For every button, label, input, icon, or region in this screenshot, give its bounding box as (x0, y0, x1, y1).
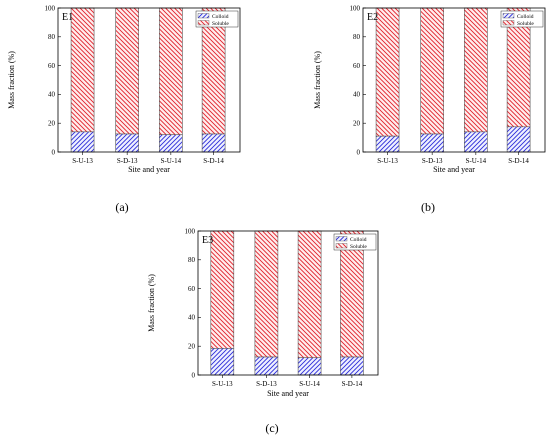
x-tick-label: S-U-13 (212, 380, 233, 388)
y-tick-label: 0 (192, 371, 196, 379)
legend-swatch-soluble (502, 20, 515, 26)
y-tick-label: 100 (185, 227, 196, 235)
panel-label: E3 (202, 235, 213, 246)
chart-panel-e1: S-U-13 S-D-13 S-U-14 S-D-14 0 20 40 60 80 100 Site… (7, 4, 241, 214)
x-tick-label: S-D-14 (508, 157, 529, 165)
y-tick-label: 0 (52, 148, 56, 156)
x-tick-label: S-D-14 (342, 380, 363, 388)
x-axis-title: Site and year (267, 389, 309, 398)
bar-soluble-s-u-13 (375, 7, 400, 137)
y-tick-label: 40 (188, 314, 196, 322)
bar-colloid-s-d-13 (420, 133, 444, 153)
y-tick-label: 80 (188, 256, 196, 264)
y-axis-title: Mass fraction (%) (7, 51, 16, 109)
bar-colloid-s-d-14 (201, 133, 226, 153)
x-axis-title: Site and year (433, 165, 475, 174)
legend-swatch-soluble (197, 20, 210, 26)
x-tick-label: S-D-13 (422, 157, 443, 165)
bar-colloid-s-u-13 (70, 131, 95, 153)
y-tick-label: 40 (353, 91, 361, 99)
legend-swatch-colloid (197, 13, 210, 19)
bar-colloid-s-u-13 (210, 348, 235, 376)
y-tick-label: 80 (353, 33, 361, 41)
panel-label: E1 (62, 12, 73, 23)
panel-label: E2 (367, 12, 378, 23)
bar-soluble-s-u-13 (210, 230, 235, 349)
y-tick-label: 20 (48, 120, 56, 128)
plot-frame (57, 7, 241, 153)
x-tick-label: S-U-13 (377, 157, 398, 165)
plot-frame (197, 230, 379, 376)
bar-colloid-s-u-14 (159, 134, 183, 153)
bar-soluble-s-d-13 (420, 7, 444, 135)
y-tick-label: 20 (353, 120, 361, 128)
x-tick-label: S-U-14 (299, 380, 320, 388)
x-tick-label: S-D-13 (256, 380, 277, 388)
y-tick-label: 100 (45, 4, 56, 12)
x-tick-label: S-D-13 (117, 157, 138, 165)
x-tick-label: S-D-14 (203, 157, 224, 165)
bar-colloid-s-d-13 (254, 356, 279, 376)
legend-swatch-soluble (335, 243, 348, 249)
y-axis-title: Mass fraction (%) (147, 274, 156, 332)
legend-label-colloid: Colloid (517, 14, 534, 20)
y-tick-label: 0 (357, 148, 361, 156)
y-tick-label: 60 (48, 62, 56, 70)
panel-caption: (b) (421, 200, 435, 214)
chart-panel-e2: S-U-13 S-D-13 S-U-14 S-D-14 0 20 40 60 80 100 Site… (313, 4, 546, 214)
legend-label-soluble: Soluble (517, 21, 534, 27)
bar-soluble-s-d-13 (115, 7, 139, 135)
bar-colloid-s-d-13 (115, 133, 139, 153)
bar-soluble-s-u-13 (70, 7, 95, 133)
plot-frame (362, 7, 546, 153)
y-tick-label: 60 (188, 285, 196, 293)
bar-soluble-s-u-14 (464, 7, 488, 133)
bar-colloid-s-d-14 (340, 356, 364, 376)
y-axis-title: Mass fraction (%) (313, 51, 322, 109)
bar-colloid-s-u-14 (464, 131, 488, 153)
legend-label-colloid: Colloid (212, 14, 229, 20)
legend-label-soluble: Soluble (212, 21, 229, 27)
legend-swatch-colloid (335, 236, 348, 242)
x-axis-title: Site and year (128, 165, 170, 174)
legend-swatch-colloid (502, 13, 515, 19)
legend-label-colloid: Colloid (350, 237, 367, 243)
bar-soluble-s-d-13 (254, 230, 279, 358)
bar-colloid-s-u-13 (375, 135, 400, 153)
bar-soluble-s-u-14 (159, 7, 183, 136)
y-tick-label: 100 (350, 4, 361, 12)
y-tick-label: 40 (48, 91, 56, 99)
bar-colloid-s-u-14 (297, 357, 322, 376)
y-tick-label: 20 (188, 343, 196, 351)
bar-soluble-s-u-14 (297, 230, 322, 359)
x-tick-label: S-U-13 (72, 157, 93, 165)
legend-label-soluble: Soluble (350, 244, 367, 250)
chart-panel-e3: S-U-13 S-D-13 S-U-14 S-D-14 0 20 40 60 80 100 Site… (147, 227, 379, 435)
panel-caption: (c) (265, 421, 278, 435)
x-tick-label: S-U-14 (466, 157, 487, 165)
bar-colloid-s-d-14 (506, 126, 531, 153)
x-tick-label: S-U-14 (161, 157, 182, 165)
panel-caption: (a) (115, 200, 128, 214)
y-tick-label: 60 (353, 62, 361, 70)
y-tick-label: 80 (48, 33, 56, 41)
